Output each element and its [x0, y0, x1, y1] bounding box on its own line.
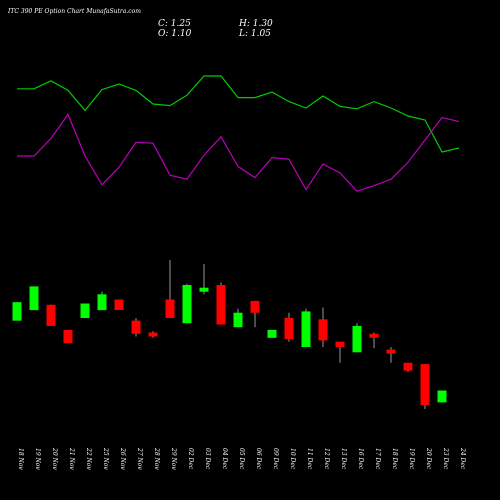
candle-body [131, 320, 141, 334]
indicator-line-1 [17, 75, 460, 153]
candle [284, 312, 294, 342]
candle-body [335, 341, 345, 347]
candle [63, 329, 73, 344]
candle-body [63, 329, 73, 344]
candle-body [233, 312, 243, 328]
x-tick-label: 20 Nov [51, 447, 58, 470]
x-tick-label: 27 Nov [136, 447, 143, 470]
candle [233, 308, 243, 328]
candle [182, 283, 192, 324]
candle [114, 299, 124, 311]
x-tick-label: 25 Nov [102, 447, 109, 470]
low-value: L: 1.05 [239, 29, 271, 39]
candle [131, 318, 141, 337]
candle [318, 307, 328, 347]
candle [46, 304, 56, 326]
candle-body [46, 304, 56, 326]
high-value: H: 1.30 [239, 19, 273, 29]
candle-body [165, 299, 175, 318]
x-tick-label: 18 Dec [391, 448, 398, 470]
candle [437, 390, 447, 403]
x-tick-label: 10 Dec [289, 448, 296, 470]
candle-body [386, 349, 396, 354]
x-tick-label: 19 Dec [408, 448, 415, 470]
x-tick-label: 23 Dec [442, 447, 449, 470]
x-tick-label: 29 Nov [170, 447, 177, 470]
open-value: O: 1.10 [158, 29, 192, 39]
close-value: C: 1.25 [158, 19, 191, 29]
candle-body [403, 362, 413, 371]
x-tick-label: 20 Dec [425, 447, 432, 470]
x-tick-label: 28 Nov [153, 447, 160, 470]
x-tick-label: 18 Nov [17, 448, 24, 470]
candle [420, 364, 430, 409]
candle [148, 331, 158, 338]
candle [267, 329, 277, 338]
x-tick-label: 19 Nov [34, 448, 41, 470]
candle-body [216, 285, 226, 325]
candle [12, 302, 22, 321]
candle [403, 362, 413, 372]
x-tick-label: 26 Nov [119, 447, 126, 470]
candle-body [267, 329, 277, 338]
x-tick-label: 06 Dec [255, 448, 262, 470]
candle [250, 300, 260, 328]
x-tick-label: 21 Nov [68, 447, 75, 470]
x-tick-label: 13 Dec [340, 448, 347, 470]
x-tick-label: 05 Dec [238, 448, 245, 470]
candle-body [199, 287, 209, 292]
x-tick-label: 17 Dec [374, 448, 381, 470]
chart-title: ITC 390 PE Option Chart MunafaSutra.com [8, 8, 141, 15]
candle [369, 332, 379, 349]
candle [165, 260, 175, 318]
candle-body [318, 319, 328, 341]
candle-body [80, 303, 90, 318]
candle [301, 308, 311, 347]
indicator-line-2 [17, 113, 460, 192]
candle-body [12, 302, 22, 321]
candle [216, 282, 226, 325]
candle [199, 264, 209, 295]
x-tick-label: 12 Dec [323, 448, 330, 470]
x-tick-label: 16 Dec [357, 448, 364, 470]
x-tick-label: 09 Dec [272, 448, 279, 470]
candle [386, 347, 396, 363]
candle-body [114, 299, 124, 310]
candle-body [97, 294, 107, 311]
candle-body [250, 300, 260, 313]
candle-body [437, 390, 447, 403]
candle [29, 286, 39, 311]
candle [80, 303, 90, 318]
candle [97, 291, 107, 311]
candle-body [182, 285, 192, 324]
x-tick-label: 03 Dec [204, 448, 211, 470]
x-axis: 18 Nov 19 Nov 20 Nov 21 Nov 22 Nov 25 Nov 26 N… [17, 447, 466, 470]
candle [352, 323, 362, 353]
candle [335, 341, 345, 363]
x-tick-label: 04 Dec [221, 448, 228, 470]
candle-body [29, 286, 39, 311]
candle-body [301, 311, 311, 347]
candlesticks [12, 260, 447, 409]
x-tick-label: 24 Dec [459, 447, 466, 470]
candle-body [369, 333, 379, 338]
candle-body [352, 325, 362, 353]
x-tick-label: 22 Nov [85, 447, 92, 470]
candle-body [148, 332, 158, 337]
candle-body [420, 364, 430, 405]
indicator-lines [17, 75, 460, 192]
x-tick-label: 02 Dec [187, 448, 194, 470]
candle-body [284, 318, 294, 340]
x-tick-label: 11 Dec [306, 448, 313, 470]
